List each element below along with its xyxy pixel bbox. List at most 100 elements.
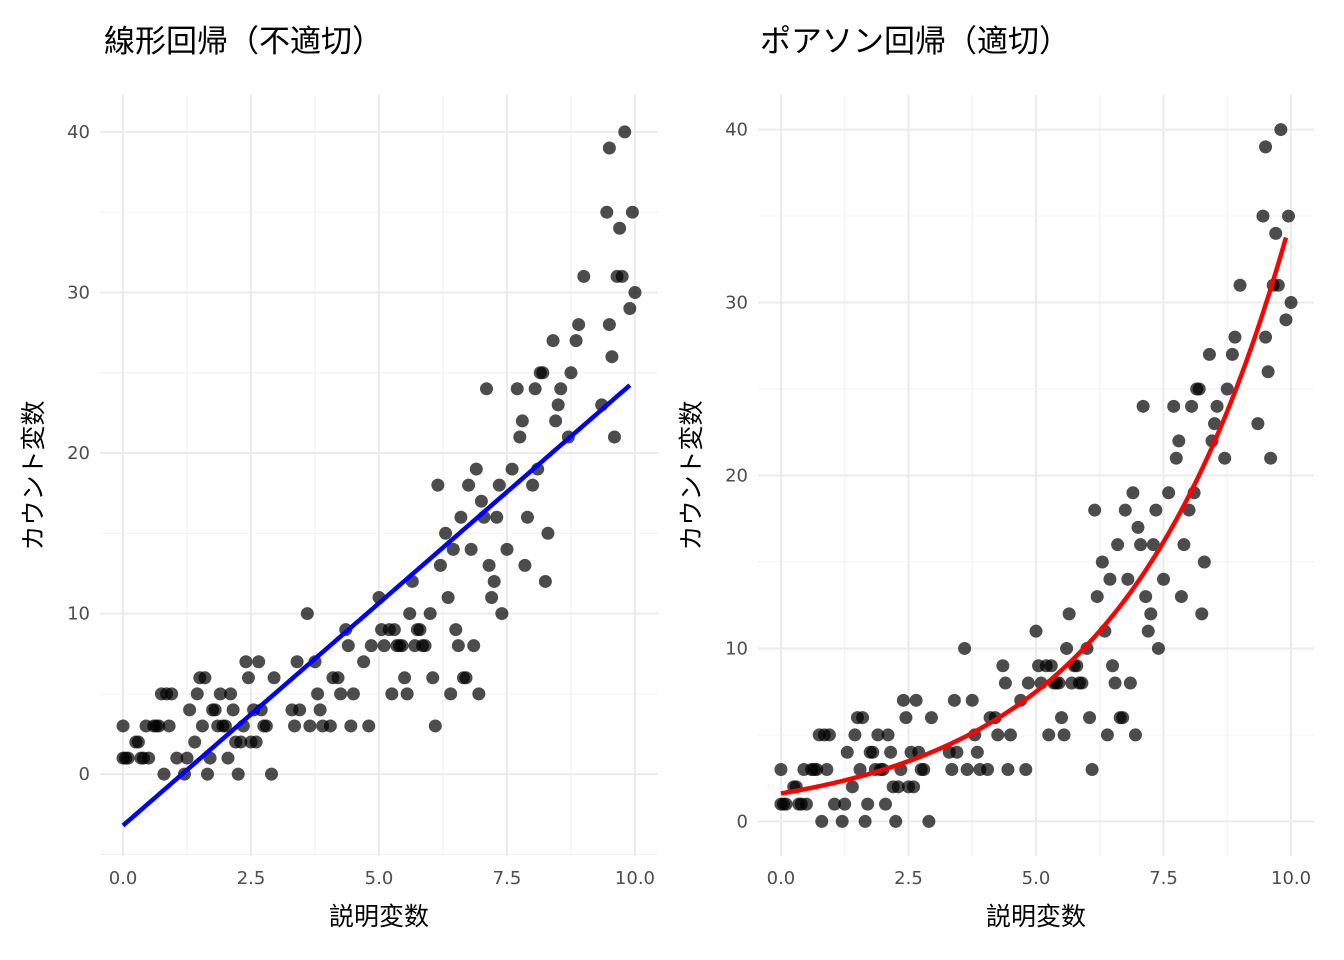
data-point: [395, 639, 409, 653]
data-point: [1083, 711, 1097, 725]
data-point: [1042, 728, 1056, 742]
y-tick-label: 30: [725, 293, 748, 314]
data-point: [1174, 590, 1188, 604]
y-tick-label: 40: [67, 122, 90, 143]
data-point: [1106, 659, 1120, 673]
data-point: [866, 745, 880, 759]
y-tick-label: 10: [725, 638, 748, 659]
y-tick-label: 0: [737, 811, 748, 832]
data-point: [418, 639, 432, 653]
data-point: [1108, 676, 1122, 690]
data-point: [1100, 728, 1114, 742]
data-point: [423, 607, 437, 621]
data-point: [313, 703, 327, 717]
data-point: [528, 382, 542, 396]
data-point: [853, 763, 867, 777]
data-point: [536, 366, 550, 380]
data-point: [165, 687, 179, 701]
data-point: [572, 318, 586, 332]
data-point: [991, 728, 1005, 742]
data-point: [891, 780, 905, 794]
data-point: [822, 728, 836, 742]
x-tick-label: 7.5: [493, 868, 522, 889]
data-point: [198, 671, 212, 685]
data-point: [856, 711, 870, 725]
data-point: [618, 125, 632, 139]
data-point: [482, 558, 496, 572]
data-point: [515, 414, 529, 428]
data-point: [398, 671, 412, 685]
x-tick-label: 5.0: [1022, 868, 1051, 889]
data-point: [1202, 347, 1216, 361]
data-point: [433, 558, 447, 572]
data-point: [426, 671, 440, 685]
x-axis-title: 説明変数: [329, 902, 429, 931]
data-point: [564, 366, 578, 380]
data-point: [1233, 278, 1247, 292]
data-point: [311, 687, 325, 701]
data-point: [1274, 123, 1288, 137]
y-tick-label: 30: [67, 282, 90, 303]
data-point: [1003, 728, 1017, 742]
data-point: [520, 510, 534, 524]
data-point: [1044, 659, 1058, 673]
data-point: [1103, 572, 1117, 586]
x-tick-label: 2.5: [894, 868, 923, 889]
x-tick-label: 0.0: [767, 868, 796, 889]
data-point: [469, 462, 483, 476]
data-point: [1134, 538, 1148, 552]
data-point: [1195, 607, 1209, 621]
data-point: [845, 780, 859, 794]
data-point: [303, 719, 317, 733]
data-point: [213, 687, 227, 701]
data-point: [799, 797, 813, 811]
data-point: [300, 607, 314, 621]
data-point: [492, 478, 506, 492]
data-point: [131, 735, 145, 749]
data-point: [446, 542, 460, 556]
data-point: [1220, 382, 1234, 396]
data-point: [947, 693, 961, 707]
data-point: [157, 767, 171, 781]
data-point: [490, 510, 504, 524]
data-point: [1090, 590, 1104, 604]
data-point: [538, 574, 552, 588]
data-point: [998, 676, 1012, 690]
data-point: [474, 494, 488, 508]
data-point: [1001, 763, 1015, 777]
data-point: [615, 269, 629, 283]
data-point: [1284, 296, 1298, 310]
data-point: [267, 671, 281, 685]
data-point: [439, 526, 453, 540]
data-point: [487, 574, 501, 588]
data-point: [625, 205, 639, 219]
y-tick-label: 10: [67, 604, 90, 625]
data-point: [252, 655, 266, 669]
data-point: [459, 671, 473, 685]
data-point: [1116, 711, 1130, 725]
data-point: [623, 302, 637, 316]
poisson-regression-panel: 0.0 2.5 5.0 7.5 10.0 0 10 20 30 40 ポアソン回帰（適切） 説明変数 カ…: [677, 24, 1314, 931]
data-point: [909, 693, 923, 707]
data-point: [848, 728, 862, 742]
data-point: [1121, 572, 1135, 586]
data-point: [950, 745, 964, 759]
data-point: [152, 719, 166, 733]
data-point: [377, 639, 391, 653]
data-point: [607, 430, 621, 444]
linear-fit-line: [121, 383, 632, 828]
x-tick-label: 0.0: [109, 868, 138, 889]
data-point: [1126, 486, 1140, 500]
data-point: [1279, 313, 1293, 327]
data-point: [444, 687, 458, 701]
data-point: [441, 591, 455, 605]
data-point: [449, 623, 463, 637]
data-point: [1281, 209, 1295, 223]
data-point: [413, 623, 427, 637]
data-point: [364, 639, 378, 653]
data-point: [1057, 728, 1071, 742]
data-point: [1021, 676, 1035, 690]
data-point: [1218, 451, 1232, 465]
data-point: [1185, 399, 1199, 413]
data-point: [546, 334, 560, 348]
